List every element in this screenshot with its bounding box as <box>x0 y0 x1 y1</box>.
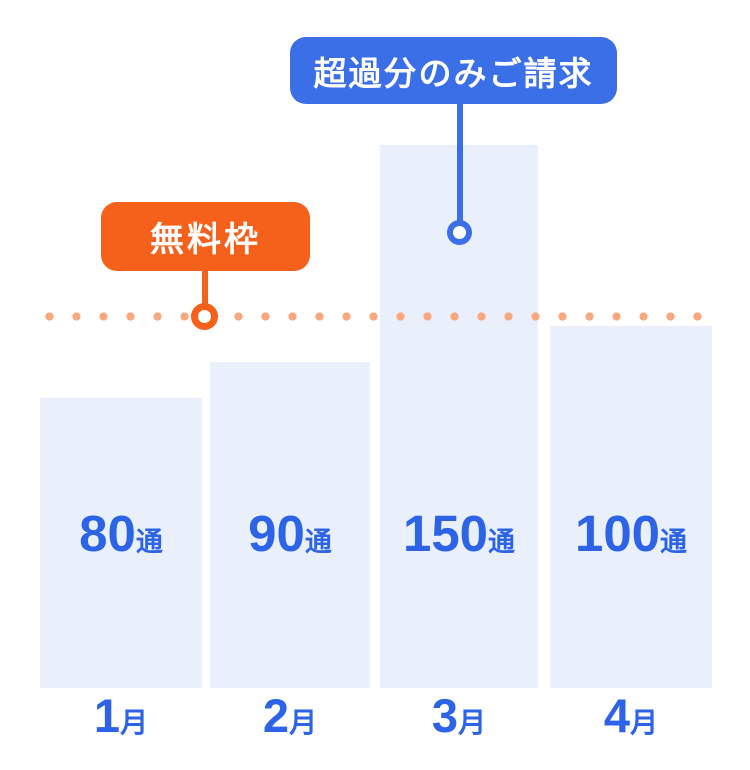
bar-value-number: 150 <box>402 505 489 562</box>
bar-month-4 <box>550 326 712 688</box>
bar-value-unit: 通 <box>304 527 332 557</box>
axis-label-month-1: 1月 <box>40 692 202 739</box>
axis-label-number: 4 <box>603 689 631 742</box>
bar-month-1 <box>40 398 202 688</box>
bar-value-unit: 通 <box>135 527 163 557</box>
free-quota-connector-line <box>202 269 208 307</box>
axis-label-unit: 月 <box>120 707 149 738</box>
free-quota-callout: 無料枠 <box>101 202 310 271</box>
bar-value-label-month-4: 100通 <box>550 508 712 559</box>
overage-point-marker <box>447 220 472 245</box>
axis-label-number: 2 <box>262 689 290 742</box>
free-quota-dotted-line <box>36 312 714 321</box>
overage-callout-label: 超過分のみご請求 <box>313 54 594 92</box>
bar-value-unit: 通 <box>488 527 516 557</box>
axis-label-month-2: 2月 <box>210 692 370 739</box>
bar-value-number: 90 <box>248 505 305 562</box>
free-quota-point-marker <box>191 303 218 330</box>
bar-value-label-month-1: 80通 <box>40 508 202 559</box>
bar-value-number: 100 <box>574 505 661 562</box>
bar-value-number: 80 <box>79 505 136 562</box>
free-quota-callout-label: 無料枠 <box>150 221 261 259</box>
overage-connector-line <box>457 102 463 224</box>
axis-label-number: 3 <box>431 689 459 742</box>
axis-label-unit: 月 <box>289 707 318 738</box>
bar-month-2 <box>210 362 370 688</box>
bar-value-label-month-2: 90通 <box>210 508 370 559</box>
overage-callout: 超過分のみご請求 <box>290 37 617 104</box>
axis-label-unit: 月 <box>458 707 487 738</box>
axis-label-unit: 月 <box>630 707 659 738</box>
axis-label-month-4: 4月 <box>550 692 712 739</box>
axis-label-number: 1 <box>93 689 121 742</box>
bar-value-label-month-3: 150通 <box>380 508 538 559</box>
bar-value-unit: 通 <box>660 527 688 557</box>
axis-label-month-3: 3月 <box>380 692 538 739</box>
